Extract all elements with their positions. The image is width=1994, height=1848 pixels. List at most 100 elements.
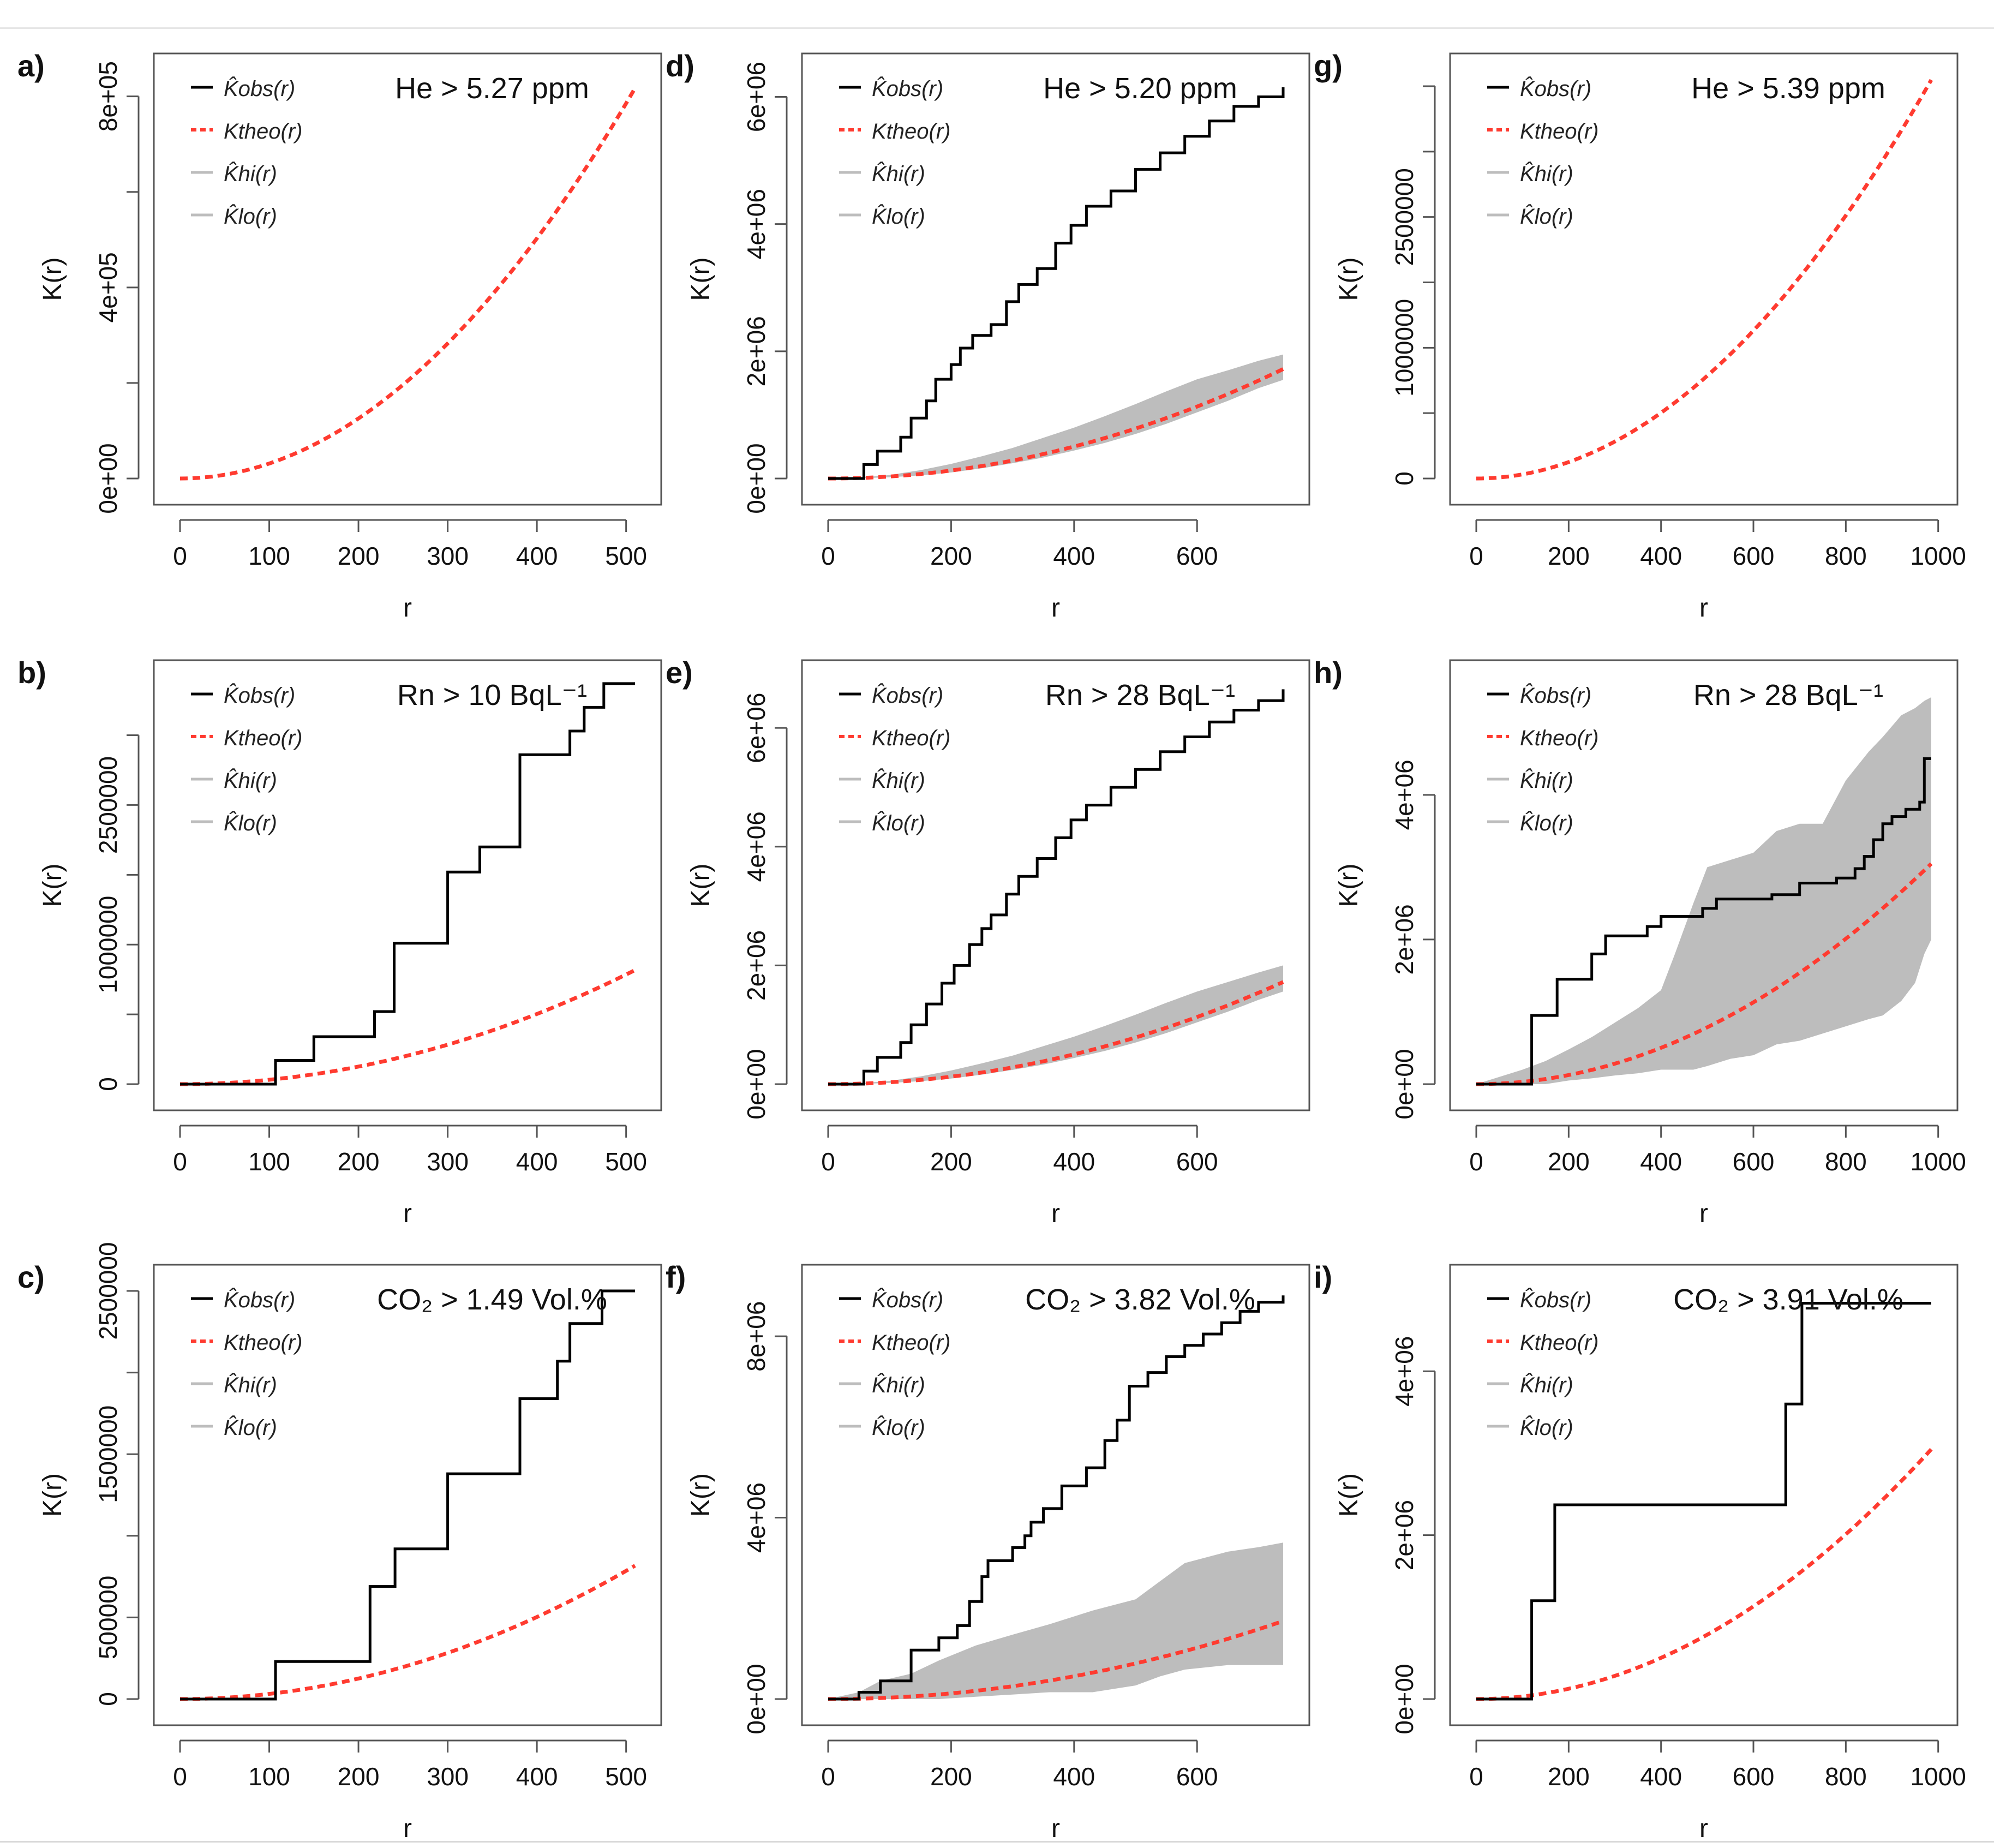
theo-curve [180, 968, 636, 1086]
panel-label: e) [666, 655, 693, 690]
x-tick-label: 300 [427, 542, 469, 570]
x-axis-label: r [1699, 594, 1708, 623]
x-tick-label: 500 [605, 1147, 647, 1176]
legend-entry: K̂lo(r) [872, 1415, 925, 1440]
y-tick-label: 4e+05 [94, 252, 122, 322]
panel-title: CO₂ > 1.49 Vol.% [377, 1283, 607, 1316]
theo-curve [1476, 1448, 1933, 1701]
x-tick-label: 0 [1469, 1762, 1483, 1791]
envelope-band [828, 965, 1283, 1084]
plot-frame [1449, 1264, 1959, 1726]
panel-g: 0 200 400 600 800 1000 r 0 1000000 2500000 K(r) g) H… [1314, 49, 1966, 623]
y-tick-label: 1000000 [1390, 299, 1418, 397]
legend-entry: K̂hi(r) [224, 161, 277, 186]
panel-label: g) [1314, 49, 1343, 83]
panel-label: f) [666, 1260, 686, 1294]
y-tick-label: 0e+00 [742, 1664, 770, 1734]
x-tick-label: 200 [338, 1762, 380, 1791]
legend-entry: K̂hi(r) [872, 1372, 925, 1397]
x-tick-label: 400 [1640, 1762, 1682, 1791]
legend-entry: K̂obs(r) [1520, 683, 1591, 708]
legend-entry: K̂hi(r) [1520, 768, 1573, 793]
y-axis-label: K(r) [686, 864, 715, 907]
y-tick-label: 4e+06 [742, 189, 770, 259]
x-tick-label: 200 [1548, 1147, 1590, 1176]
panel-label: h) [1314, 655, 1343, 690]
y-axis-label: K(r) [1334, 258, 1363, 301]
y-tick-label: 2500000 [94, 1242, 122, 1339]
legend-entry: Ktheo(r) [1520, 1331, 1599, 1355]
panel-f: 0 200 400 600 r 0e+00 4e+06 8e+06 K(r) f) CO₂ > 3.… [666, 1260, 1310, 1843]
x-axis-label: r [403, 1814, 412, 1843]
y-axis-label: K(r) [38, 258, 67, 301]
legend-entry: K̂obs(r) [224, 683, 295, 708]
x-tick-label: 0 [1469, 542, 1483, 570]
x-axis-label: r [1699, 1199, 1708, 1228]
legend-entry: K̂lo(r) [1520, 1415, 1573, 1440]
legend-entry: Ktheo(r) [872, 726, 951, 750]
obs-curve [1476, 757, 1931, 1086]
x-axis-label: r [403, 1199, 412, 1228]
x-tick-label: 200 [1548, 542, 1590, 570]
panel-label: i) [1314, 1260, 1332, 1294]
x-tick-label: 400 [516, 1762, 558, 1791]
legend-entry: K̂lo(r) [872, 810, 925, 835]
x-tick-label: 400 [1640, 542, 1682, 570]
x-tick-label: 400 [1053, 1147, 1095, 1176]
x-tick-label: 1000 [1911, 1147, 1966, 1176]
panel-label: c) [17, 1260, 45, 1294]
y-tick-label: 2500000 [94, 756, 122, 854]
y-axis-label: K(r) [38, 864, 67, 907]
legend-entry: Ktheo(r) [872, 1331, 951, 1355]
legend-entry: K̂lo(r) [224, 204, 277, 229]
legend-entry: K̂obs(r) [224, 1287, 295, 1312]
theo-curve [828, 367, 1284, 481]
x-tick-label: 400 [516, 542, 558, 570]
x-tick-label: 300 [427, 1762, 469, 1791]
envelope-band [828, 354, 1283, 479]
x-tick-label: 800 [1825, 1147, 1867, 1176]
x-tick-label: 0 [173, 1762, 187, 1791]
legend-entry: K̂obs(r) [1520, 1287, 1591, 1312]
legend-entry: Ktheo(r) [224, 1331, 303, 1355]
x-tick-label: 600 [1733, 1762, 1775, 1791]
legend-entry: K̂hi(r) [1520, 161, 1573, 186]
legend-entry: K̂lo(r) [1520, 204, 1573, 229]
legend-entry: K̂obs(r) [872, 683, 943, 708]
legend-entry: K̂hi(r) [1520, 1372, 1573, 1397]
x-tick-label: 200 [1548, 1762, 1590, 1791]
plot-frame [801, 52, 1310, 506]
y-tick-label: 0e+00 [742, 443, 770, 513]
panel-label: d) [666, 49, 694, 83]
theo-curve [828, 1619, 1284, 1701]
y-tick-label: 4e+06 [1390, 1336, 1418, 1407]
envelope-band [1476, 697, 1931, 1084]
panel-d: 0 200 400 600 r 0e+00 2e+06 4e+06 6e+06 K(r) d) He … [666, 49, 1310, 623]
panel-title: CO₂ > 3.91 Vol.% [1673, 1283, 1903, 1316]
x-tick-label: 200 [930, 1147, 972, 1176]
legend-entry: K̂lo(r) [224, 1415, 277, 1440]
y-tick-label: 0e+00 [1390, 1049, 1418, 1119]
y-tick-label: 4e+06 [1390, 759, 1418, 830]
x-tick-label: 200 [338, 1147, 380, 1176]
x-tick-label: 0 [173, 542, 187, 570]
x-tick-label: 100 [248, 1762, 290, 1791]
panel-title: He > 5.39 ppm [1691, 72, 1885, 105]
panel-e: 0 200 400 600 r 0e+00 2e+06 4e+06 6e+06 K(r) e) Rn … [666, 655, 1310, 1228]
panel-title: Rn > 10 BqL⁻¹ [397, 679, 587, 711]
bottom-rule [0, 1841, 1994, 1843]
y-tick-label: 2e+06 [1390, 1500, 1418, 1570]
x-axis-label: r [1051, 1814, 1060, 1843]
x-tick-label: 0 [821, 1762, 835, 1791]
y-tick-label: 1000000 [94, 896, 122, 994]
plot-frame [801, 659, 1310, 1111]
plot-frame [801, 1264, 1310, 1726]
obs-curve [828, 689, 1285, 1086]
legend-entry: Ktheo(r) [1520, 119, 1599, 143]
x-axis-label: r [1699, 1814, 1708, 1843]
theo-curve [828, 980, 1284, 1086]
x-tick-label: 600 [1733, 542, 1775, 570]
legend-entry: K̂lo(r) [872, 204, 925, 229]
theo-curve [1476, 79, 1933, 481]
